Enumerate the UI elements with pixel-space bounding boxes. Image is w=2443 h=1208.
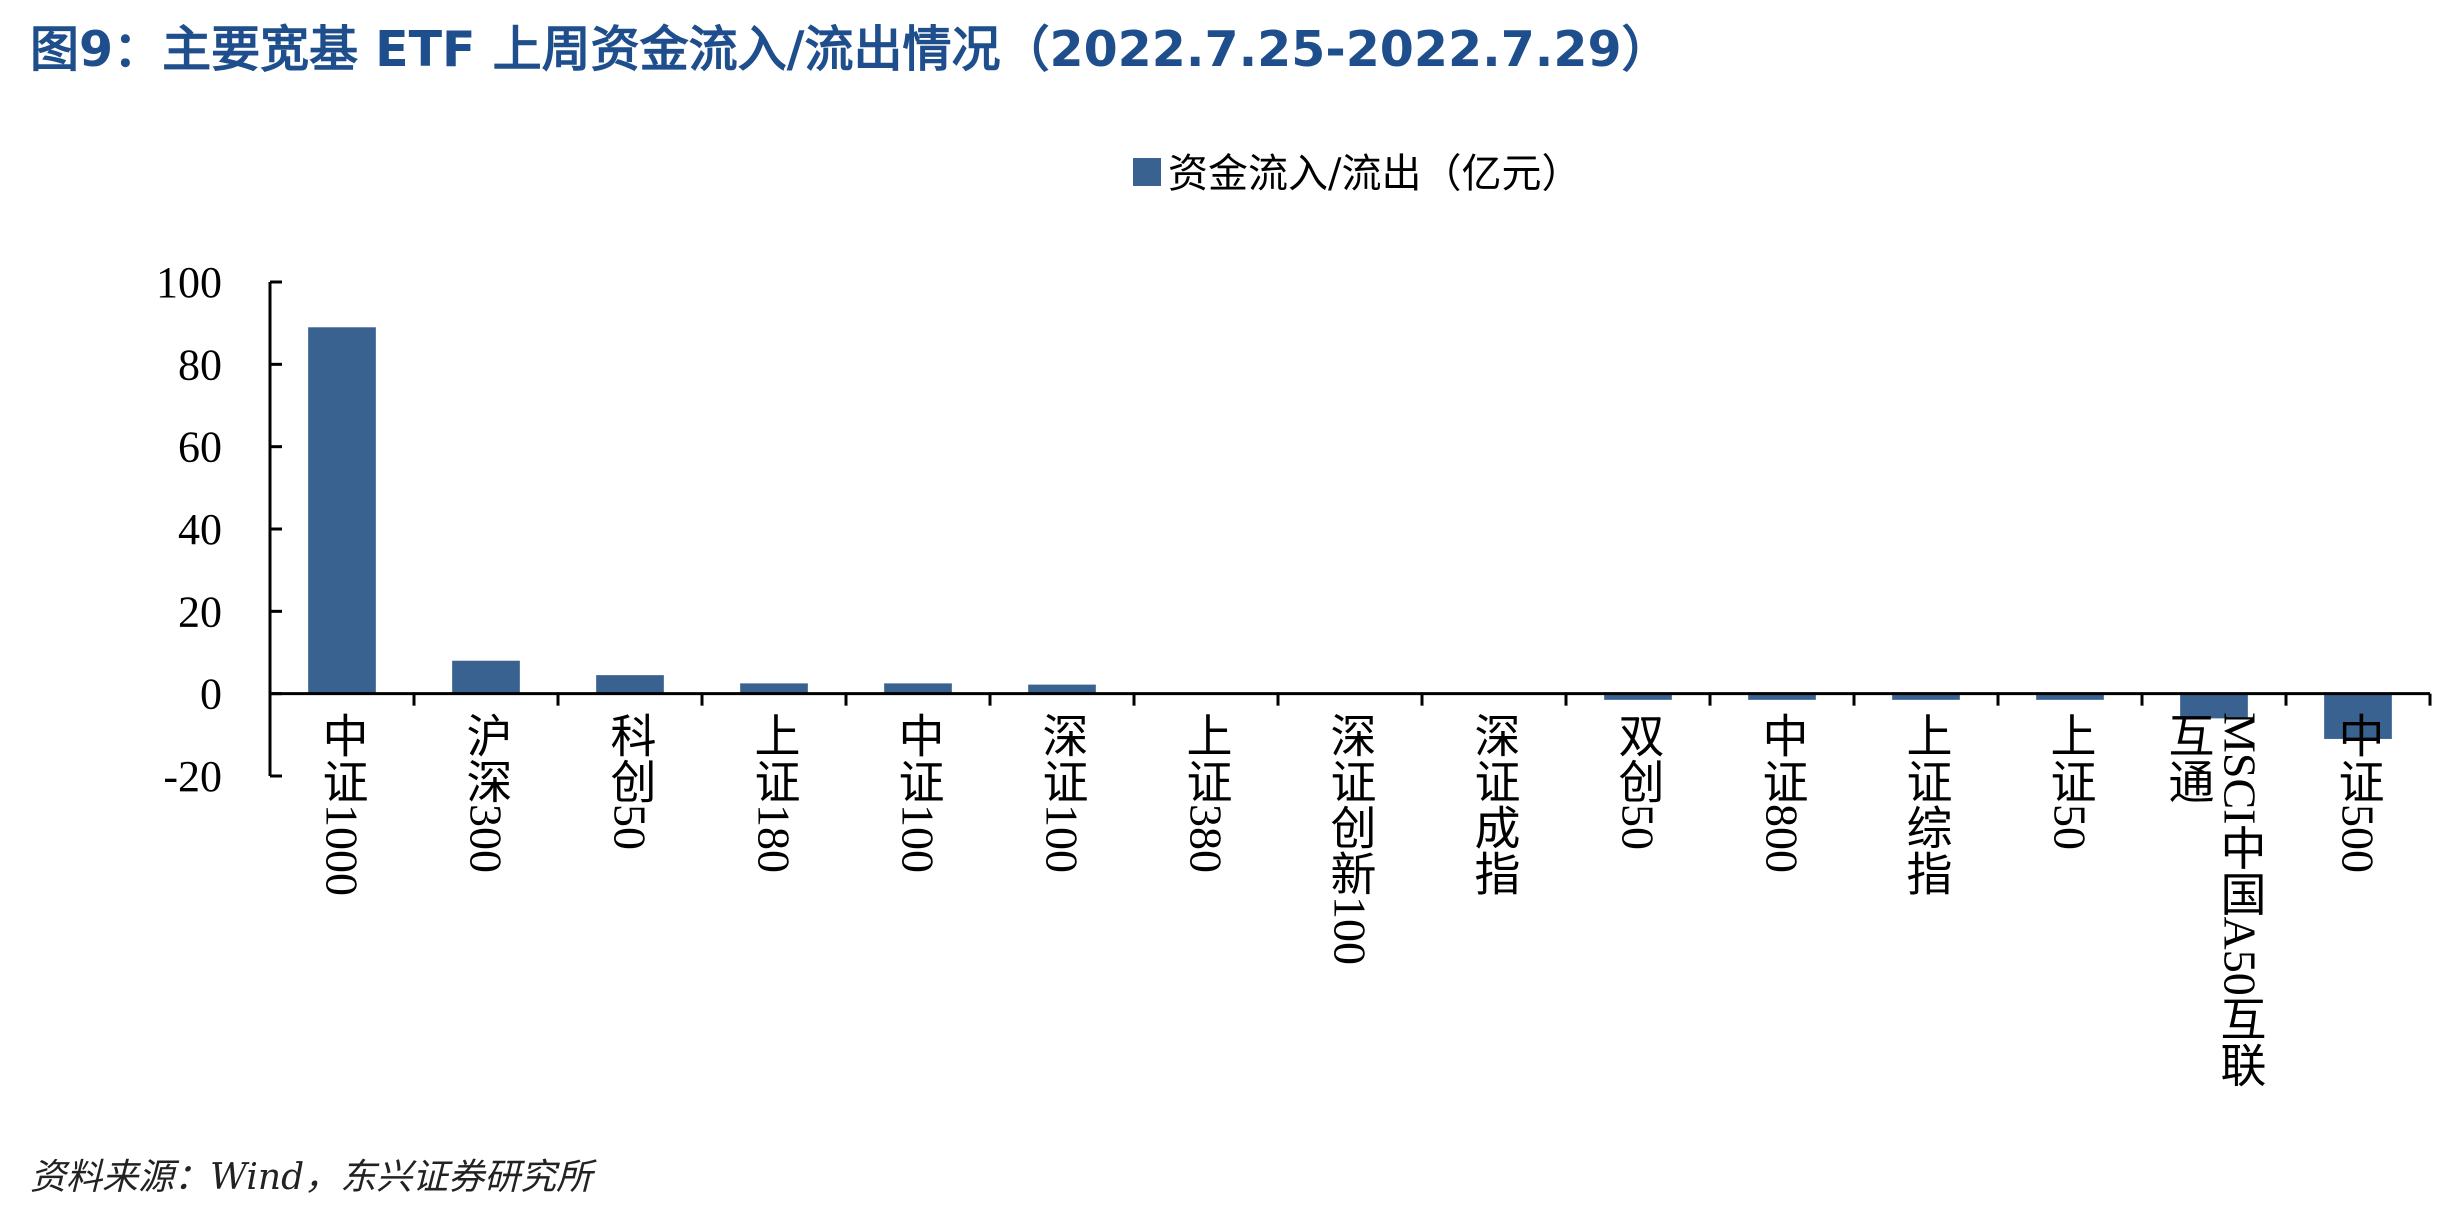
bar xyxy=(2324,693,2392,739)
bar xyxy=(2180,693,2248,719)
x-category-label: 中证1000 xyxy=(317,712,368,896)
y-tick-label: 40 xyxy=(178,505,222,554)
y-tick-label: -20 xyxy=(163,752,222,801)
x-category-label: 深证成指 xyxy=(1469,712,1520,896)
y-tick-label: 0 xyxy=(200,670,222,719)
x-category-label: 深证100 xyxy=(1037,712,1088,873)
x-category-label: 上证50 xyxy=(2045,712,2096,850)
x-category-label: 中证800 xyxy=(1757,712,1808,873)
bar xyxy=(884,683,952,694)
bar xyxy=(1604,693,1672,700)
legend-swatch xyxy=(1133,158,1161,186)
bar xyxy=(1892,693,1960,700)
bar xyxy=(1748,693,1816,700)
x-category-label: 上证180 xyxy=(749,712,800,873)
x-category-label: 上证综指 xyxy=(1901,712,1952,896)
x-category-label: 中证100 xyxy=(893,712,944,873)
y-tick-label: 80 xyxy=(178,340,222,389)
x-category-label: 中证500 xyxy=(2333,712,2384,873)
y-axis: 100 80 60 40 20 0 -20 xyxy=(156,258,282,801)
x-axis xyxy=(270,692,2432,706)
bar xyxy=(1028,684,1096,694)
bar xyxy=(452,660,520,694)
x-category-label: 深证创新100 xyxy=(1325,712,1376,965)
legend: 资金流入/流出（亿元） xyxy=(1133,151,1581,197)
legend-label: 资金流入/流出（亿元） xyxy=(1168,151,1581,197)
y-tick-label: 20 xyxy=(178,587,222,636)
bar xyxy=(308,327,376,694)
x-category-label: 上证380 xyxy=(1181,712,1232,873)
x-category-label: 双创50 xyxy=(1613,712,1664,850)
x-category-label: 互通 xyxy=(2163,712,2214,804)
bar xyxy=(740,683,808,694)
bar xyxy=(2036,693,2104,700)
x-category-label: 科创50 xyxy=(605,712,656,850)
bar xyxy=(596,675,664,694)
source-note: 资料来源：Wind，东兴证券研究所 xyxy=(30,1157,593,1198)
y-tick-label: 60 xyxy=(178,423,222,472)
bars xyxy=(308,327,2392,739)
y-tick-label: 100 xyxy=(156,258,222,307)
x-category-label: MSCI中国A50互联 xyxy=(2215,712,2266,1088)
x-category-label: 沪深300 xyxy=(461,712,512,873)
chart-title: 图9：主要宽基 ETF 上周资金流入/流出情况（2022.7.25-2022.7… xyxy=(30,21,1671,78)
category-labels: 中证1000 沪深300 科创50 上证180 中证100 深证100 上证380 深证创新1… xyxy=(317,712,2384,1088)
